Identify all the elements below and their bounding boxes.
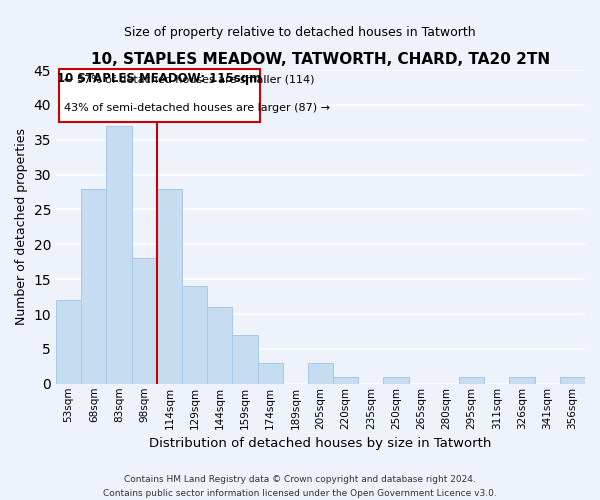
Bar [560, 377, 585, 384]
Bar [131, 258, 157, 384]
Bar [106, 126, 131, 384]
Text: 43% of semi-detached houses are larger (87) →: 43% of semi-detached houses are larger (… [64, 103, 330, 113]
Bar [383, 377, 409, 384]
Text: Contains HM Land Registry data © Crown copyright and database right 2024.
Contai: Contains HM Land Registry data © Crown c… [103, 476, 497, 498]
Bar [56, 300, 81, 384]
Bar [182, 286, 207, 384]
Bar [459, 377, 484, 384]
Bar [257, 363, 283, 384]
Bar [157, 188, 182, 384]
Text: 10 STAPLES MEADOW: 115sqm: 10 STAPLES MEADOW: 115sqm [57, 72, 262, 85]
X-axis label: Distribution of detached houses by size in Tatworth: Distribution of detached houses by size … [149, 437, 492, 450]
Bar [207, 307, 232, 384]
FancyBboxPatch shape [59, 68, 260, 122]
Bar [232, 335, 257, 384]
Text: ← 57% of detached houses are smaller (114): ← 57% of detached houses are smaller (11… [64, 75, 314, 85]
Title: 10, STAPLES MEADOW, TATWORTH, CHARD, TA20 2TN: 10, STAPLES MEADOW, TATWORTH, CHARD, TA2… [91, 52, 550, 68]
Bar [333, 377, 358, 384]
Bar [509, 377, 535, 384]
Y-axis label: Number of detached properties: Number of detached properties [15, 128, 28, 326]
Bar [308, 363, 333, 384]
Bar [81, 188, 106, 384]
Text: Size of property relative to detached houses in Tatworth: Size of property relative to detached ho… [124, 26, 476, 39]
